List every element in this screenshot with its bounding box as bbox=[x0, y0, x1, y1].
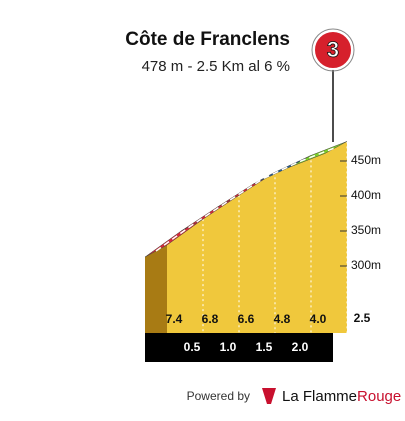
y-tick-label: 300m bbox=[351, 258, 381, 272]
gradient-label: 6.6 bbox=[238, 312, 255, 326]
logo-icon bbox=[262, 388, 276, 404]
chart-subtitle: 478 m - 2.5 Km al 6 % bbox=[142, 58, 290, 75]
chart-title: Côte de Franclens bbox=[125, 29, 290, 50]
gradient-label: 4.8 bbox=[274, 312, 291, 326]
base bbox=[145, 333, 333, 362]
distance-label: 2.0 bbox=[292, 340, 309, 354]
brand-part: Rouge bbox=[357, 388, 401, 405]
brand: La FlammeRouge bbox=[282, 388, 401, 405]
profile-area bbox=[167, 141, 347, 333]
brand-part: La Flamme bbox=[282, 388, 357, 405]
y-tick-label: 450m bbox=[351, 153, 381, 167]
category-label: 3 bbox=[327, 37, 339, 62]
distance-label: 1.5 bbox=[256, 340, 273, 354]
y-tick-label: 350m bbox=[351, 223, 381, 237]
distance-label: 0.5 bbox=[184, 340, 201, 354]
gradient-label: 6.8 bbox=[202, 312, 219, 326]
gradient-label: 4.0 bbox=[310, 312, 327, 326]
distance-label: 2.5 bbox=[354, 311, 371, 325]
y-tick-label: 400m bbox=[351, 188, 381, 202]
plot: 300m 350m 400m 450m 7.4 6.8 6.6 4.8 4.0 0.5 1.0 1.5… bbox=[144, 141, 381, 362]
category-badge-ring bbox=[311, 28, 355, 72]
category-badge bbox=[313, 30, 353, 70]
distance-label: 1.0 bbox=[220, 340, 237, 354]
gradient-label: 7.4 bbox=[166, 312, 183, 326]
powered-by: Powered by bbox=[187, 389, 250, 403]
